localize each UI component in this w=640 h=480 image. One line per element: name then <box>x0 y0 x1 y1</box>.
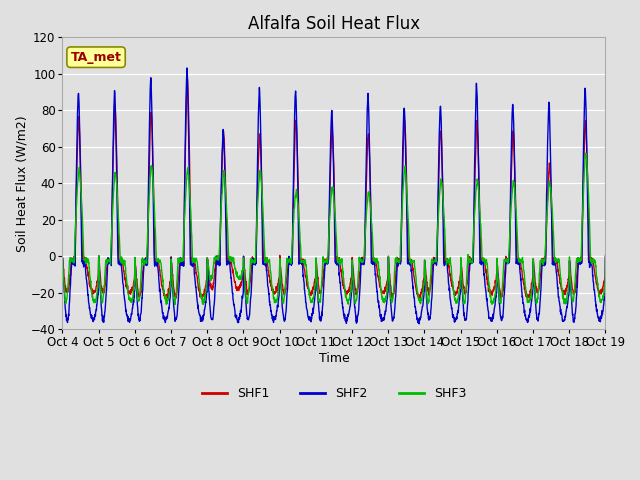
SHF2 <box>492 294 500 300</box>
Line: SHF3: SHF3 <box>63 153 605 305</box>
SHF1 <box>211 272 218 278</box>
SHF2 <box>554 285 562 290</box>
SHF2 <box>362 197 369 203</box>
SHF2 <box>415 321 423 327</box>
SHF1 <box>184 75 191 81</box>
SHF3 <box>492 288 500 293</box>
Title: Alfalfa Soil Heat Flux: Alfalfa Soil Heat Flux <box>248 15 420 33</box>
SHF1 <box>59 255 67 261</box>
SHF3 <box>554 258 561 264</box>
Line: SHF2: SHF2 <box>63 68 605 324</box>
SHF3 <box>211 255 218 261</box>
SHF3 <box>602 257 609 263</box>
SHF2 <box>350 288 358 294</box>
SHF2 <box>569 314 577 320</box>
SHF2 <box>183 65 191 71</box>
Legend: SHF1, SHF2, SHF3: SHF1, SHF2, SHF3 <box>196 382 471 405</box>
SHF2 <box>59 255 67 261</box>
SHF3 <box>569 298 577 303</box>
SHF3 <box>171 302 179 308</box>
SHF2 <box>211 303 218 309</box>
SHF3 <box>350 284 358 290</box>
SHF1 <box>554 269 562 275</box>
SHF1 <box>492 278 500 284</box>
SHF1 <box>569 288 577 294</box>
Y-axis label: Soil Heat Flux (W/m2): Soil Heat Flux (W/m2) <box>15 115 28 252</box>
Text: TA_met: TA_met <box>70 51 122 64</box>
SHF1 <box>362 203 370 209</box>
SHF3 <box>582 150 589 156</box>
SHF1 <box>602 252 609 258</box>
SHF1 <box>350 276 358 281</box>
SHF3 <box>362 226 369 231</box>
X-axis label: Time: Time <box>319 352 349 365</box>
Line: SHF1: SHF1 <box>63 78 605 299</box>
SHF3 <box>59 255 67 261</box>
SHF2 <box>602 254 609 260</box>
SHF1 <box>198 296 205 302</box>
